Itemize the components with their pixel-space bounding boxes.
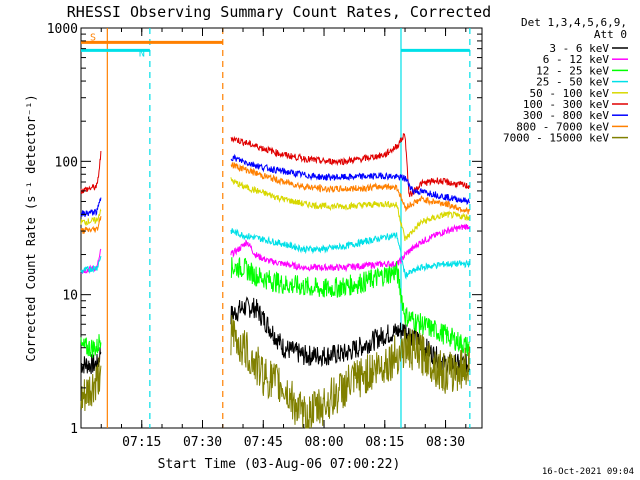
x-tick-label: 07:30: [183, 435, 222, 450]
plot-frame: [80, 27, 483, 429]
legend-header-line-2: Att 0: [594, 28, 627, 41]
legend-entry-label: 12 - 25 keV: [536, 64, 609, 77]
plot-area: S N 07:15 07:30 07:45 08:00 08:15 08:30 1 10 100…: [47, 22, 483, 450]
footer-timestamp: 16-Oct-2021 09:04: [542, 467, 634, 477]
series-line-100-300-kev: [230, 133, 470, 198]
y-tick-label: 100: [55, 155, 78, 170]
x-tick-label: 07:45: [244, 435, 283, 450]
legend-entry-label: 25 - 50 keV: [536, 76, 609, 89]
series-line-12-25-kev: [230, 257, 470, 357]
series-line-300-800-kev: [230, 153, 470, 206]
y-tick-label: 1: [70, 422, 78, 437]
series-line-800-7000-kev: [80, 216, 102, 234]
series-line-12-25-kev: [80, 334, 102, 358]
legend-entry-label: 3 - 6 keV: [549, 42, 609, 55]
series-line-50-100-kev: [80, 208, 102, 226]
chart-title: RHESSI Observing Summary Count Rates, Co…: [67, 3, 491, 21]
legend-entry-label: 7000 - 15000 keV: [503, 132, 609, 145]
x-tick-label: 08:15: [365, 435, 404, 450]
legend-header-line-1: Det 1,3,4,5,6,9,: [521, 16, 627, 29]
series-line-6-12-kev: [230, 223, 470, 273]
legend-entry-label: 6 - 12 keV: [543, 53, 610, 66]
y-tick-label: 10: [62, 289, 78, 304]
series-line-100-300-kev: [80, 150, 102, 194]
x-axis-label: Start Time (03-Aug-06 07:00:22): [158, 457, 401, 472]
series-line-800-7000-kev: [230, 161, 470, 215]
y-axis-label: Corrected Count Rate (s⁻¹ detector⁻¹): [24, 94, 38, 361]
flag-label: S: [90, 32, 96, 43]
y-tick-label: 1000: [47, 22, 78, 37]
series-line-50-100-kev: [230, 177, 470, 242]
legend-entry-label: 100 - 300 keV: [523, 98, 609, 111]
series-line-25-50-kev: [230, 228, 470, 280]
series-line-7000-15000-kev: [230, 315, 470, 429]
x-tick-label: 08:30: [426, 435, 465, 450]
x-tick-label: 08:00: [304, 435, 343, 450]
series-line-300-800-kev: [80, 197, 102, 217]
flag-label: N: [139, 48, 145, 59]
series-line-7000-15000-kev: [80, 356, 102, 412]
legend-entry-label: 50 - 100 keV: [530, 87, 610, 100]
x-tick-label: 07:15: [122, 435, 161, 450]
series-line-25-50-kev: [80, 255, 102, 275]
legend-entry-label: 300 - 800 keV: [523, 109, 609, 122]
legend-entry-label: 800 - 7000 keV: [516, 120, 609, 133]
